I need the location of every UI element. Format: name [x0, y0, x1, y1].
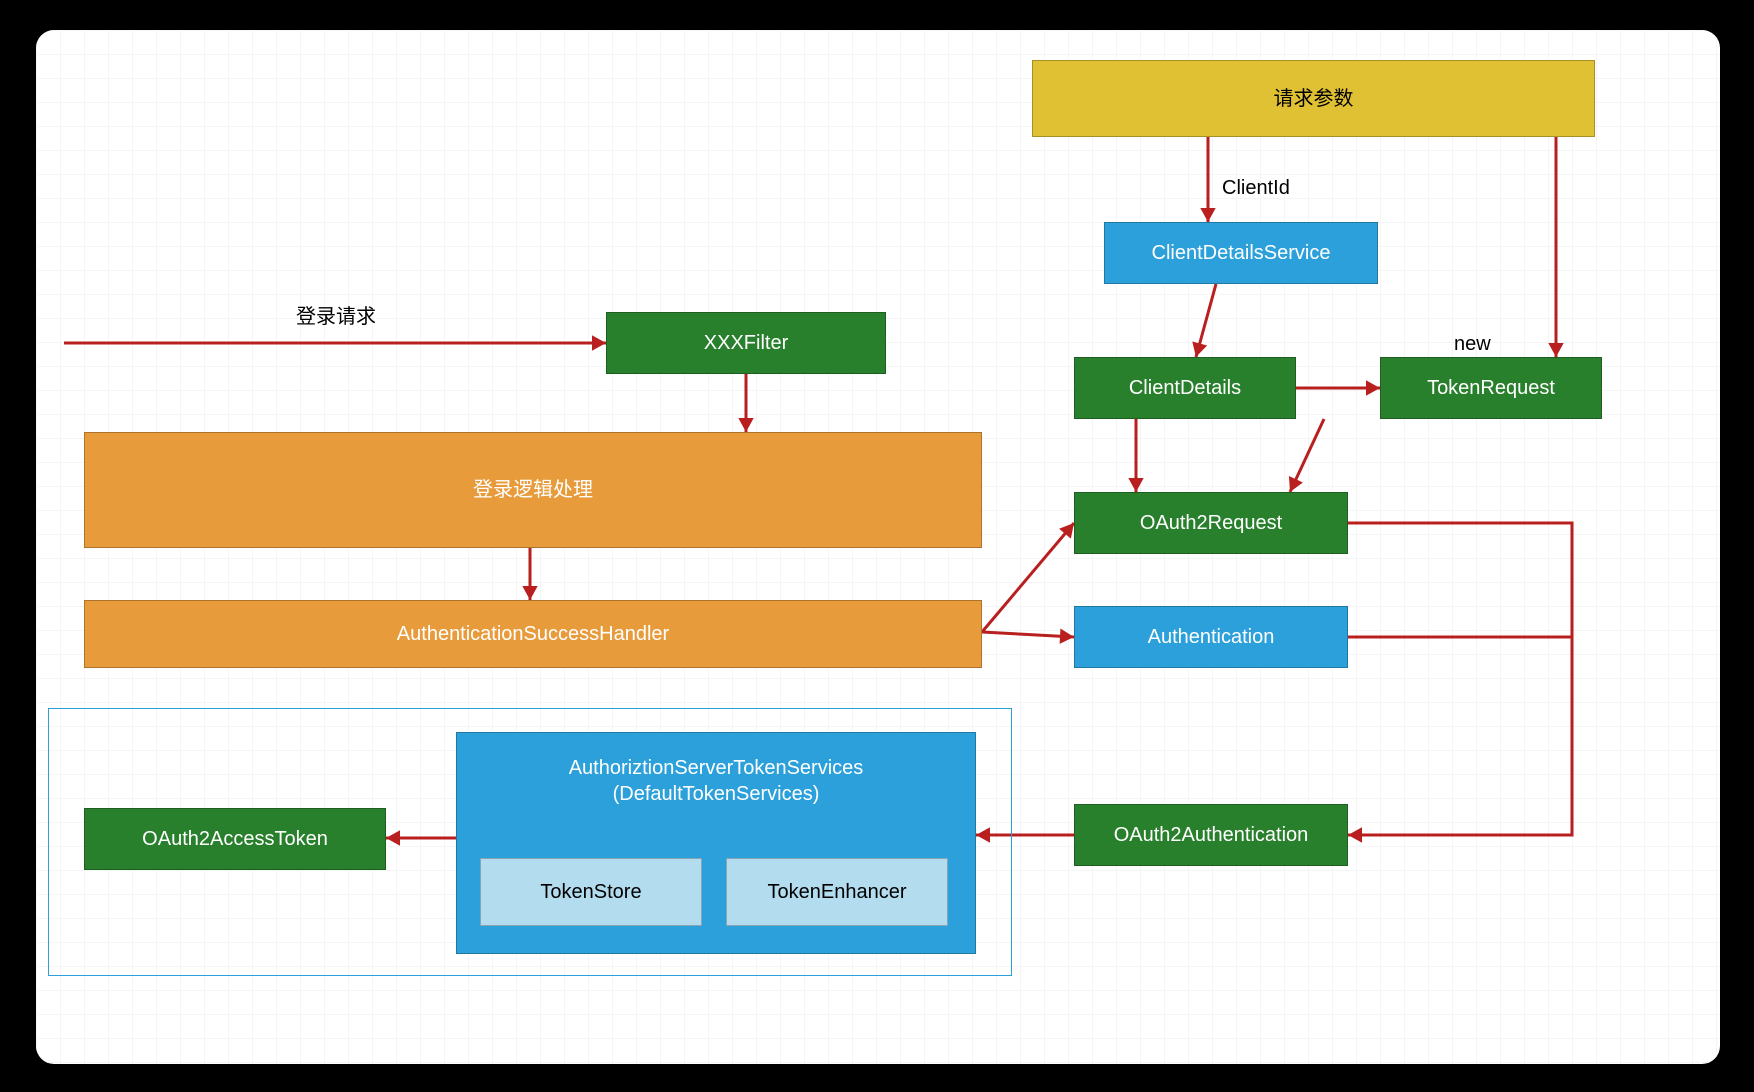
edge-label-loginReq: 登录请求 [296, 300, 376, 329]
labels-layer: 登录请求 ClientId new [36, 30, 1720, 1064]
diagram-root: 请求参数ClientDetailsServiceClientDetailsTok… [0, 0, 1754, 1092]
edge-label-new: new [1454, 333, 1491, 356]
diagram-panel: 请求参数ClientDetailsServiceClientDetailsTok… [36, 30, 1720, 1064]
edge-label-clientId: ClientId [1222, 177, 1290, 200]
